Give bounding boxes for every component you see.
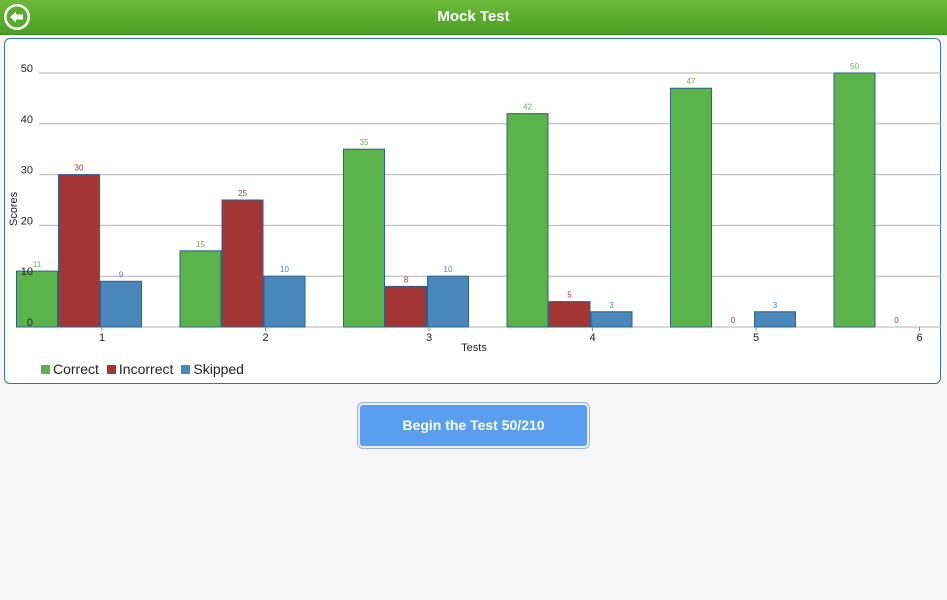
bar-skipped: [590, 311, 633, 328]
bar-correct: [833, 72, 876, 328]
grid-lines: [39, 72, 941, 328]
data-label: 0: [731, 316, 736, 325]
bar-skipped: [100, 280, 142, 328]
y-tick-label: 40: [21, 114, 33, 126]
data-label: 11: [33, 260, 42, 269]
x-tick-label: 4: [589, 332, 595, 344]
data-label: 47: [687, 77, 696, 86]
bar-incorrect: [58, 174, 100, 328]
chart-legend: Correct Incorrect Skipped: [41, 361, 252, 377]
bar-incorrect: [385, 285, 427, 328]
data-label: 10: [280, 265, 289, 274]
x-tick-label: 3: [426, 332, 432, 344]
bars: [16, 72, 876, 328]
legend-swatch: [181, 365, 191, 374]
x-tick-label: 6: [916, 332, 922, 344]
y-tick-label: 10: [21, 266, 33, 278]
legend-label: Correct: [53, 361, 99, 377]
back-button[interactable]: [4, 4, 30, 30]
x-tick-label: 5: [753, 332, 759, 344]
data-label: 9: [119, 270, 124, 279]
data-label: 25: [238, 189, 247, 198]
legend-label: Incorrect: [118, 361, 174, 377]
bar-skipped: [263, 275, 306, 328]
bar-correct: [506, 113, 549, 328]
top-bar: Mock Test: [0, 0, 947, 35]
data-label: 10: [444, 265, 453, 274]
back-arrow-icon: [6, 6, 28, 28]
y-tick-label: 20: [21, 215, 33, 227]
data-label: 8: [404, 275, 409, 284]
bar-correct: [179, 250, 222, 328]
bar-correct: [16, 270, 58, 328]
data-label: 3: [609, 301, 614, 310]
data-label: 15: [196, 240, 205, 249]
y-tick-label: 30: [21, 165, 33, 177]
bar-skipped: [427, 275, 469, 328]
y-tick-label: 50: [21, 63, 33, 75]
bar-correct: [343, 148, 385, 328]
data-label: 5: [567, 291, 572, 300]
data-label: 3: [773, 301, 778, 310]
data-label: 0: [894, 316, 899, 325]
y-tick-label: 0: [27, 317, 33, 329]
bar-incorrect: [548, 301, 591, 328]
data-label: 30: [75, 164, 84, 173]
bar-correct: [670, 87, 712, 328]
legend-swatch: [41, 365, 50, 374]
x-axis-title: Tests: [461, 342, 487, 354]
legend-item-correct: Correct: [41, 361, 99, 377]
data-label: 42: [523, 103, 532, 112]
x-tick-label: 1: [99, 332, 105, 344]
data-labels: 11 30 9 15 25 10 35 8 10 42 5 3 47 0 3 50 0: [33, 62, 899, 325]
data-label: 50: [850, 62, 859, 71]
bar-skipped: [754, 311, 796, 328]
legend-label: Skipped: [193, 361, 244, 377]
data-label: 35: [360, 138, 369, 147]
legend-item-skipped: Skipped: [181, 361, 244, 377]
x-tick-label: 2: [262, 332, 268, 344]
legend-swatch: [106, 365, 116, 374]
y-axis-title: Scores: [8, 191, 20, 226]
legend-item-incorrect: Incorrect: [106, 361, 174, 377]
begin-test-button[interactable]: Begin the Test 50/210: [358, 403, 589, 448]
chart-panel: 11 30 9 15 25 10 35 8 10 42 5 3 47 0 3 50 0 0 10 20 30 40 50 T…: [4, 38, 941, 384]
bar-incorrect: [221, 199, 264, 328]
page-title: Mock Test: [437, 8, 510, 25]
